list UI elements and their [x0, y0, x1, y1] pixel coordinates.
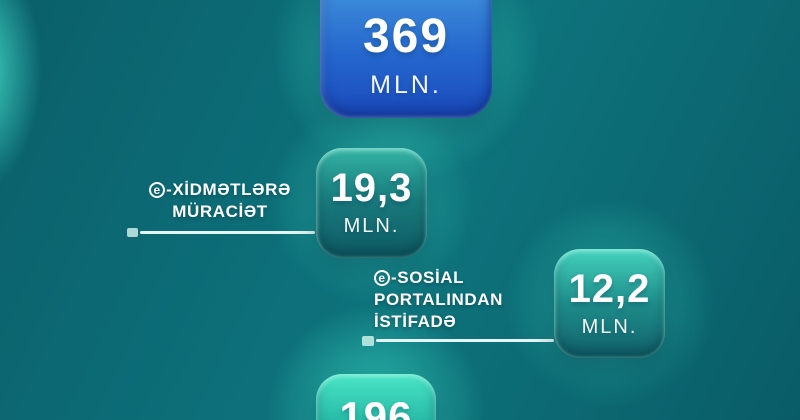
stat-card-e-social: 12,2 MLN.: [554, 249, 665, 358]
e-social-icon: e: [374, 270, 390, 286]
label-e-social: e -SOSİAL PORTALINDAN İSTİFADƏ: [374, 268, 574, 334]
label-e-social-text3: İSTİFADƏ: [374, 312, 457, 331]
label-e-social-line3: İSTİFADƏ: [374, 312, 574, 332]
connector-endcap-e-social: [362, 336, 374, 346]
connector-line-e-services: [140, 231, 315, 234]
stat-e-services-unit: MLN.: [343, 215, 400, 237]
label-e-social-line2: PORTALINDAN: [374, 290, 574, 310]
label-e-social-text2: PORTALINDAN: [374, 290, 504, 309]
label-e-services-text2: MÜRACİƏT: [172, 202, 268, 221]
stat-total-unit: MLN.: [370, 71, 442, 99]
stat-total-value: 369: [362, 10, 450, 63]
label-e-services-line2: MÜRACİƏT: [125, 202, 315, 222]
label-e-social-text1: -SOSİAL: [391, 268, 465, 287]
stat-card-total: 369 MLN.: [320, 0, 492, 118]
label-e-services: e -XİDMƏTLƏRƏ MÜRACİƏT: [125, 180, 315, 224]
stat-e-social-value: 12,2: [568, 266, 651, 311]
stat-card-bottom: 196: [316, 374, 436, 420]
connector-endcap-e-services: [127, 228, 138, 237]
label-e-social-line1: e -SOSİAL: [374, 268, 574, 288]
stat-bottom-value: 196: [339, 393, 413, 420]
connector-line-e-social: [376, 339, 554, 342]
label-e-services-text1: -XİDMƏTLƏRƏ: [166, 180, 291, 199]
e-government-icon: e: [149, 182, 166, 198]
stat-e-social-unit: MLN.: [581, 315, 638, 338]
label-e-services-line1: e -XİDMƏTLƏRƏ: [125, 180, 315, 200]
stat-e-services-value: 19,3: [330, 166, 413, 210]
stat-card-e-services: 19,3 MLN.: [316, 148, 427, 258]
